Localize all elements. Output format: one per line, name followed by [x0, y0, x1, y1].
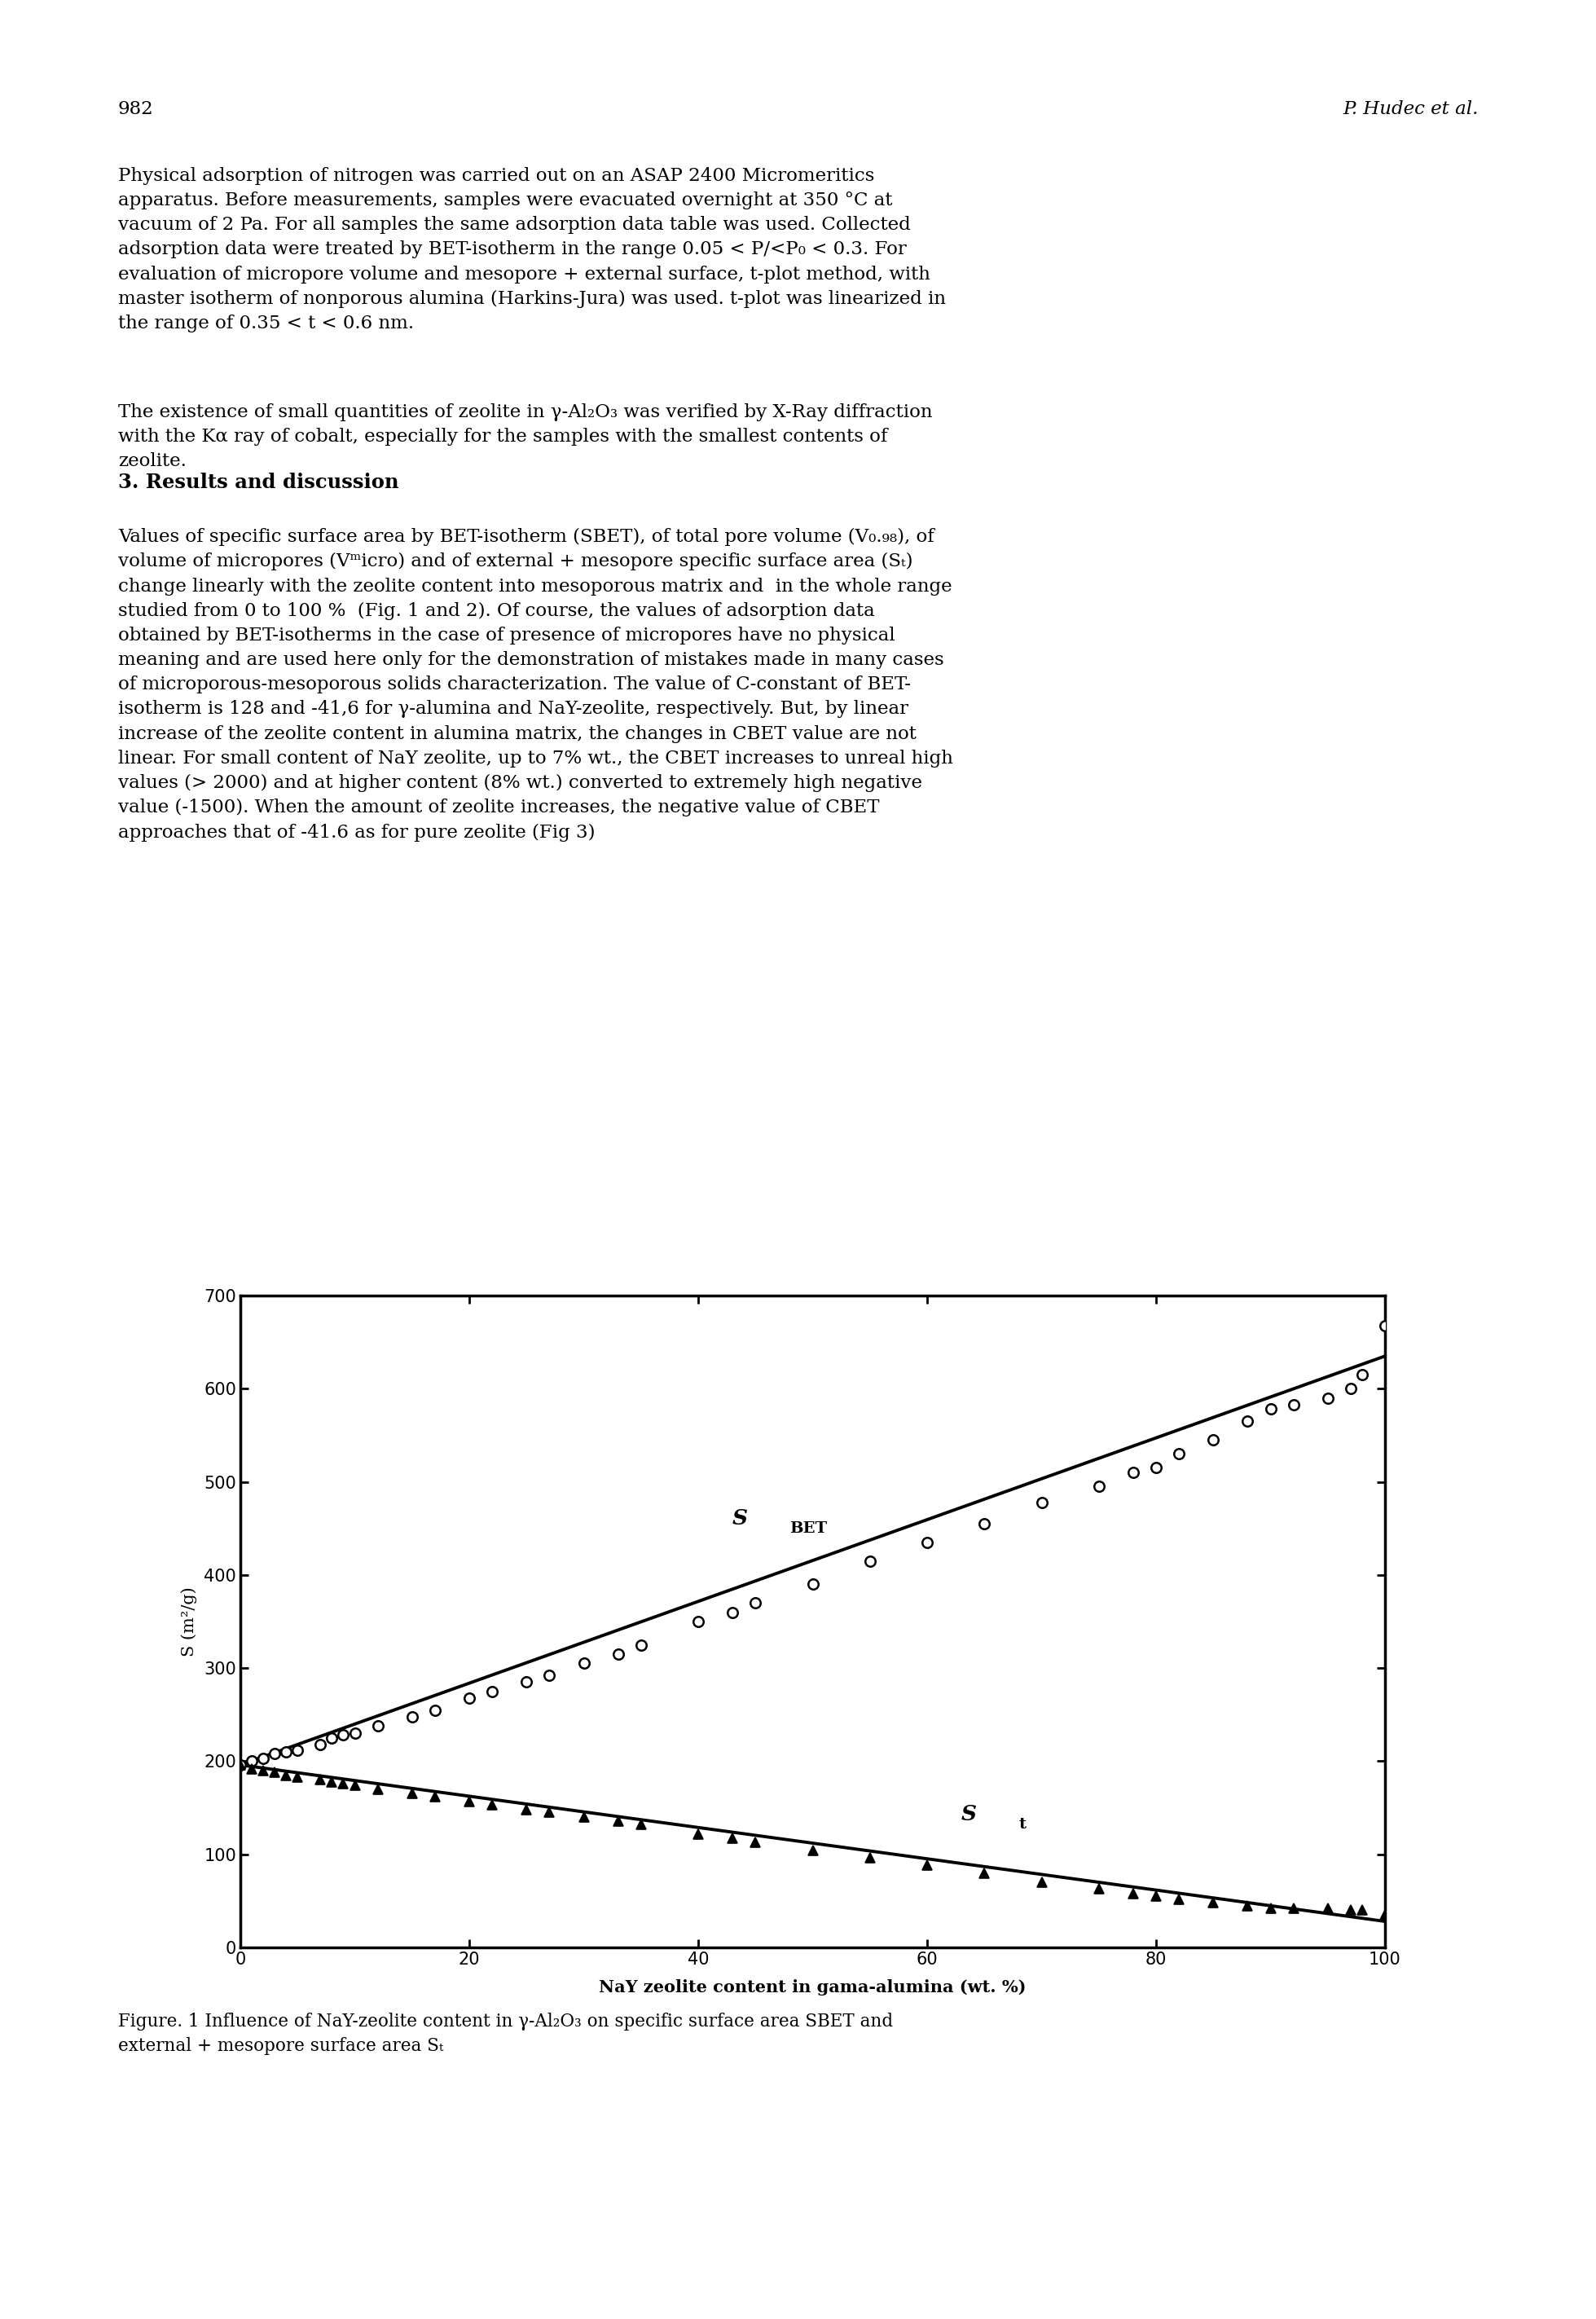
Text: The existence of small quantities of zeolite in γ-Al₂O₃ was verified by X-Ray di: The existence of small quantities of zeo…: [118, 404, 932, 471]
Text: t: t: [1018, 1818, 1026, 1832]
Text: BET: BET: [790, 1521, 827, 1535]
Text: 982: 982: [118, 100, 153, 118]
Text: Values of specific surface area by BET-isotherm (SBET), of total pore volume (V₀: Values of specific surface area by BET-i…: [118, 529, 953, 842]
Text: Physical adsorption of nitrogen was carried out on an ASAP 2400 Micromeritics
ap: Physical adsorption of nitrogen was carr…: [118, 167, 946, 332]
Text: 3. Results and discussion: 3. Results and discussion: [118, 473, 399, 492]
X-axis label: NaY zeolite content in gama-alumina (wt. %): NaY zeolite content in gama-alumina (wt.…: [598, 1978, 1026, 1994]
Text: P. Hudec et al.: P. Hudec et al.: [1344, 100, 1478, 118]
Text: S: S: [733, 1507, 749, 1528]
Text: Figure. 1 Influence of NaY-zeolite content in γ-Al₂O₃ on specific surface area S: Figure. 1 Influence of NaY-zeolite conte…: [118, 2013, 894, 2055]
Y-axis label: S (m²/g): S (m²/g): [180, 1586, 196, 1656]
Text: S: S: [961, 1804, 977, 1825]
